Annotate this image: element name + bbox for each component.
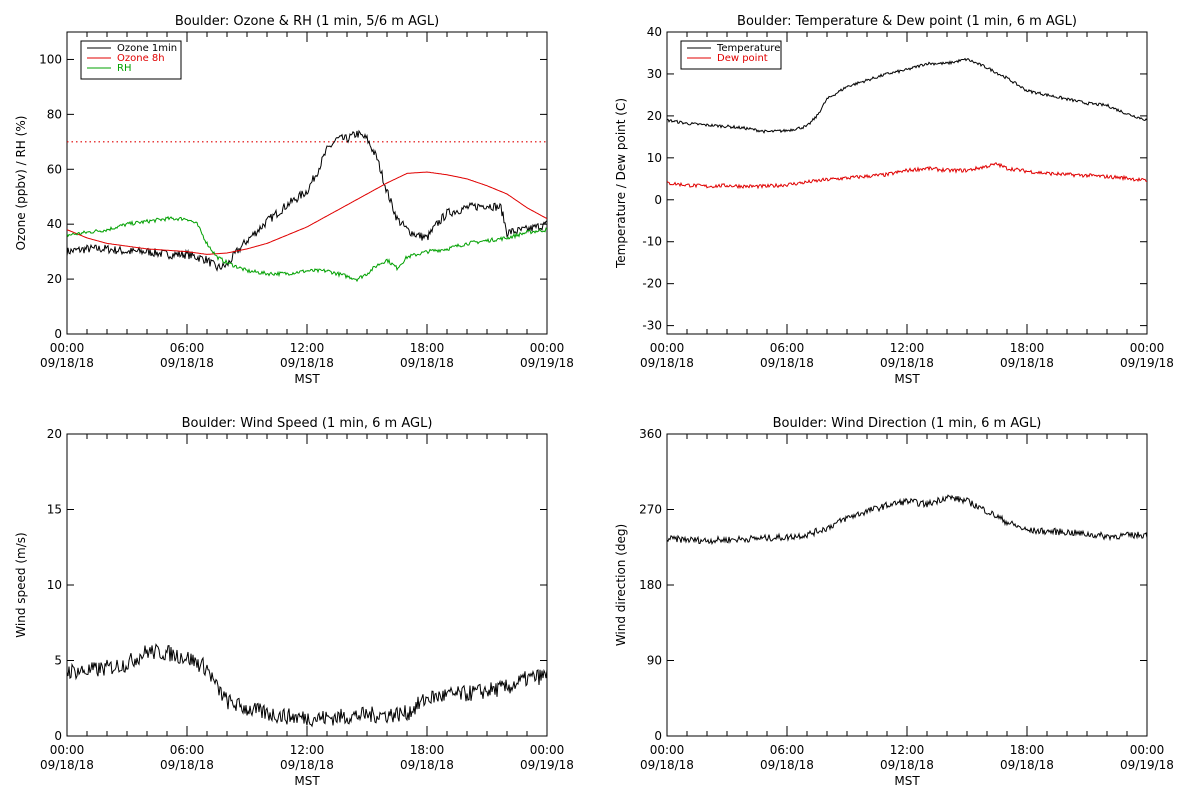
y-tick-label: 0 xyxy=(654,193,662,207)
y-tick-label: -20 xyxy=(642,277,662,291)
y-tick-label: 180 xyxy=(639,578,662,592)
chart-panel-3: Boulder: Wind Speed (1 min, 6 m AGL) 0 5 10… xyxy=(14,416,574,788)
x-tick-date: 09/18/18 xyxy=(400,356,454,370)
y-tick-label: 10 xyxy=(647,151,662,165)
series-line-ozone-8h xyxy=(67,171,547,255)
x-tick-date: 09/18/18 xyxy=(1000,356,1054,370)
legend-entry: Ozone 8h xyxy=(117,53,165,64)
x-tick-time: 12:00 xyxy=(890,743,925,757)
x-tick-time: 00:00 xyxy=(1130,743,1165,757)
y-axis-label: Ozone (ppbv) / RH (%) xyxy=(14,116,28,251)
y-tick-label: 30 xyxy=(647,67,662,81)
plot-frame xyxy=(666,433,1148,737)
y-tick-label: 10 xyxy=(47,578,62,592)
x-tick-time: 18:00 xyxy=(1010,341,1045,355)
x-tick-time: 00:00 xyxy=(1130,341,1165,355)
series-line-temperature xyxy=(667,57,1147,134)
chart-panel-2: Boulder: Temperature & Dew point (1 min,… xyxy=(614,14,1174,386)
plot-frame xyxy=(66,433,548,737)
x-tick-date: 09/18/18 xyxy=(640,758,694,772)
x-tick-date: 09/18/18 xyxy=(760,758,814,772)
series-line-series-1 xyxy=(67,643,547,728)
y-tick-label: 270 xyxy=(639,503,662,517)
x-tick-date: 09/18/18 xyxy=(1000,758,1054,772)
x-tick-date: 09/18/18 xyxy=(40,356,94,370)
y-tick-label: 15 xyxy=(47,503,62,517)
y-tick-label: 100 xyxy=(39,52,62,66)
y-tick-label: 40 xyxy=(47,217,62,231)
y-tick-label: 20 xyxy=(647,109,662,123)
x-tick-date: 09/18/18 xyxy=(280,758,334,772)
x-axis-label: MST xyxy=(294,774,320,788)
x-tick-time: 00:00 xyxy=(50,743,85,757)
y-tick-label: 0 xyxy=(654,729,662,743)
y-tick-label: 40 xyxy=(647,25,662,39)
x-axis-label: MST xyxy=(294,372,320,386)
x-tick-time: 12:00 xyxy=(290,743,325,757)
x-tick-time: 06:00 xyxy=(770,341,805,355)
plot-frame xyxy=(666,31,1148,335)
x-tick-date: 09/18/18 xyxy=(160,356,214,370)
x-tick-date: 09/18/18 xyxy=(400,758,454,772)
legend-entry: Temperature xyxy=(716,43,780,54)
legend-box xyxy=(80,40,182,80)
x-tick-time: 00:00 xyxy=(530,341,565,355)
x-tick-time: 18:00 xyxy=(410,743,445,757)
series-line-dew-point xyxy=(667,162,1147,190)
y-tick-label: 0 xyxy=(54,327,62,341)
y-tick-label: 60 xyxy=(47,162,62,176)
y-axis-label: Wind direction (deg) xyxy=(614,524,628,646)
x-tick-date: 09/19/18 xyxy=(520,758,574,772)
legend-entry: Dew point xyxy=(717,53,768,64)
y-tick-label: 360 xyxy=(639,427,662,441)
y-axis-label: Wind speed (m/s) xyxy=(14,532,28,637)
x-tick-time: 00:00 xyxy=(530,743,565,757)
x-tick-date: 09/18/18 xyxy=(160,758,214,772)
y-tick-label: -10 xyxy=(642,235,662,249)
series-line-series-1 xyxy=(667,494,1147,546)
series-line-ozone-1min xyxy=(67,129,547,272)
x-tick-date: 09/18/18 xyxy=(760,356,814,370)
chart-panel-4: Boulder: Wind Direction (1 min, 6 m AGL)… xyxy=(614,416,1174,788)
series-line-rh xyxy=(67,215,547,283)
chart-panel-1: Boulder: Ozone & RH (1 min, 5/6 m AGL) 0 2… xyxy=(14,14,574,386)
x-tick-date: 09/19/18 xyxy=(1120,356,1174,370)
x-tick-time: 06:00 xyxy=(170,341,205,355)
chart-title: Boulder: Wind Direction (1 min, 6 m AGL) xyxy=(773,416,1042,431)
x-axis-label: MST xyxy=(894,372,920,386)
legend-box xyxy=(680,40,782,70)
x-tick-date: 09/19/18 xyxy=(1120,758,1174,772)
x-tick-time: 12:00 xyxy=(890,341,925,355)
y-tick-label: 20 xyxy=(47,427,62,441)
x-tick-time: 12:00 xyxy=(290,341,325,355)
x-tick-date: 09/18/18 xyxy=(880,356,934,370)
x-tick-date: 09/18/18 xyxy=(880,758,934,772)
x-tick-date: 09/18/18 xyxy=(40,758,94,772)
x-tick-time: 00:00 xyxy=(50,341,85,355)
legend-entry: Ozone 1min xyxy=(117,43,177,54)
y-axis-label: Temperature / Dew point (C) xyxy=(614,98,628,269)
x-tick-time: 00:00 xyxy=(650,743,685,757)
x-tick-date: 09/18/18 xyxy=(640,356,694,370)
x-tick-date: 09/19/18 xyxy=(520,356,574,370)
x-tick-time: 00:00 xyxy=(650,341,685,355)
x-tick-time: 06:00 xyxy=(170,743,205,757)
x-tick-date: 09/18/18 xyxy=(280,356,334,370)
y-tick-label: 0 xyxy=(54,729,62,743)
y-tick-label: 5 xyxy=(54,654,62,668)
x-tick-time: 18:00 xyxy=(1010,743,1045,757)
y-tick-label: -30 xyxy=(642,319,662,333)
x-tick-time: 06:00 xyxy=(770,743,805,757)
x-axis-label: MST xyxy=(894,774,920,788)
chart-title: Boulder: Ozone & RH (1 min, 5/6 m AGL) xyxy=(175,14,439,29)
x-tick-time: 18:00 xyxy=(410,341,445,355)
y-tick-label: 90 xyxy=(647,654,662,668)
chart-title: Boulder: Temperature & Dew point (1 min,… xyxy=(737,14,1077,29)
chart-title: Boulder: Wind Speed (1 min, 6 m AGL) xyxy=(182,416,433,431)
y-tick-label: 20 xyxy=(47,272,62,286)
legend-entry: RH xyxy=(117,63,131,74)
y-tick-label: 80 xyxy=(47,107,62,121)
